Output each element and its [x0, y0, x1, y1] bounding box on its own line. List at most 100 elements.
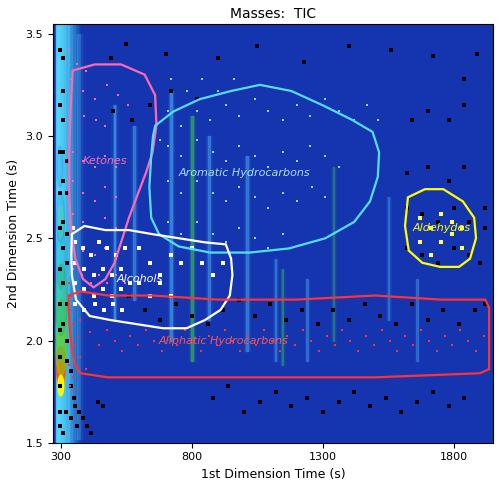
Point	[402, 244, 410, 252]
Point	[214, 54, 222, 62]
Point	[60, 54, 68, 62]
Point	[250, 312, 258, 320]
Point	[56, 265, 64, 273]
Point	[126, 332, 134, 340]
Point	[366, 402, 374, 410]
Point	[112, 163, 120, 171]
Point	[79, 218, 87, 226]
Point	[426, 224, 434, 232]
Point	[444, 116, 452, 123]
Point	[64, 361, 72, 369]
Point	[164, 107, 172, 115]
Point	[72, 423, 80, 430]
Point	[235, 183, 243, 191]
Point	[114, 91, 122, 99]
Point	[197, 347, 205, 355]
Point	[68, 414, 76, 422]
Point	[209, 148, 217, 156]
Point	[76, 353, 84, 361]
Point	[56, 189, 64, 197]
Point	[424, 316, 432, 324]
Point	[374, 116, 382, 123]
Ellipse shape	[57, 363, 64, 392]
Point	[90, 271, 98, 279]
Point	[408, 300, 416, 307]
Point	[80, 265, 88, 273]
Point	[440, 332, 448, 340]
Point	[230, 75, 237, 82]
Point	[136, 279, 143, 287]
Point	[112, 193, 120, 201]
Point	[418, 251, 426, 259]
Point	[188, 312, 196, 320]
Point	[164, 142, 172, 150]
Point	[60, 116, 68, 123]
Point	[112, 251, 120, 259]
Point	[178, 230, 186, 238]
Point	[156, 271, 164, 279]
Point	[162, 50, 170, 58]
Point	[92, 116, 100, 123]
Text: Alcohols: Alcohols	[116, 274, 162, 284]
Point	[125, 292, 133, 300]
Point	[413, 398, 421, 406]
Point	[140, 306, 148, 314]
Point	[272, 388, 280, 396]
Point	[68, 239, 76, 246]
Ellipse shape	[57, 146, 63, 187]
Point	[398, 408, 406, 416]
Point	[222, 239, 230, 246]
Point	[220, 326, 228, 334]
Point	[252, 341, 260, 348]
Point	[280, 230, 287, 238]
Ellipse shape	[58, 206, 63, 237]
Point	[236, 347, 244, 355]
Point	[250, 153, 258, 161]
Text: Aliphatic Hydrocarbons: Aliphatic Hydrocarbons	[158, 336, 288, 346]
Point	[376, 312, 384, 320]
Point	[72, 61, 80, 68]
Point	[444, 402, 452, 410]
Point	[338, 326, 346, 334]
Point	[408, 116, 416, 123]
Point	[98, 402, 106, 410]
Point	[91, 251, 99, 259]
Point	[354, 347, 362, 355]
Point	[124, 102, 132, 109]
Point	[146, 292, 154, 300]
Point	[178, 153, 186, 161]
Ellipse shape	[56, 192, 64, 244]
Point	[174, 341, 182, 348]
Point	[198, 75, 206, 82]
Point	[450, 244, 458, 252]
Point	[448, 218, 456, 226]
Point	[334, 398, 342, 406]
Point	[100, 306, 108, 314]
Point	[322, 332, 330, 340]
Point	[109, 107, 117, 115]
Point	[117, 285, 125, 293]
Text: Aldehydes: Aldehydes	[412, 223, 470, 233]
Point	[71, 341, 79, 348]
Point	[244, 332, 252, 340]
Point	[66, 382, 74, 389]
Point	[307, 337, 315, 345]
Point	[91, 224, 99, 232]
Point	[82, 365, 90, 373]
Point	[458, 244, 466, 252]
Point	[95, 271, 103, 279]
Point	[330, 341, 338, 348]
Point	[464, 337, 472, 345]
Title: Masses:  TIC: Masses: TIC	[230, 7, 316, 21]
Point	[188, 244, 196, 252]
Point	[71, 259, 79, 267]
Point	[235, 224, 243, 232]
Point	[424, 107, 432, 115]
Point	[150, 337, 158, 345]
Point	[288, 402, 296, 410]
Point	[364, 102, 372, 109]
Point	[64, 157, 72, 164]
Point	[60, 279, 68, 287]
Point	[91, 163, 99, 171]
Point	[91, 300, 99, 307]
